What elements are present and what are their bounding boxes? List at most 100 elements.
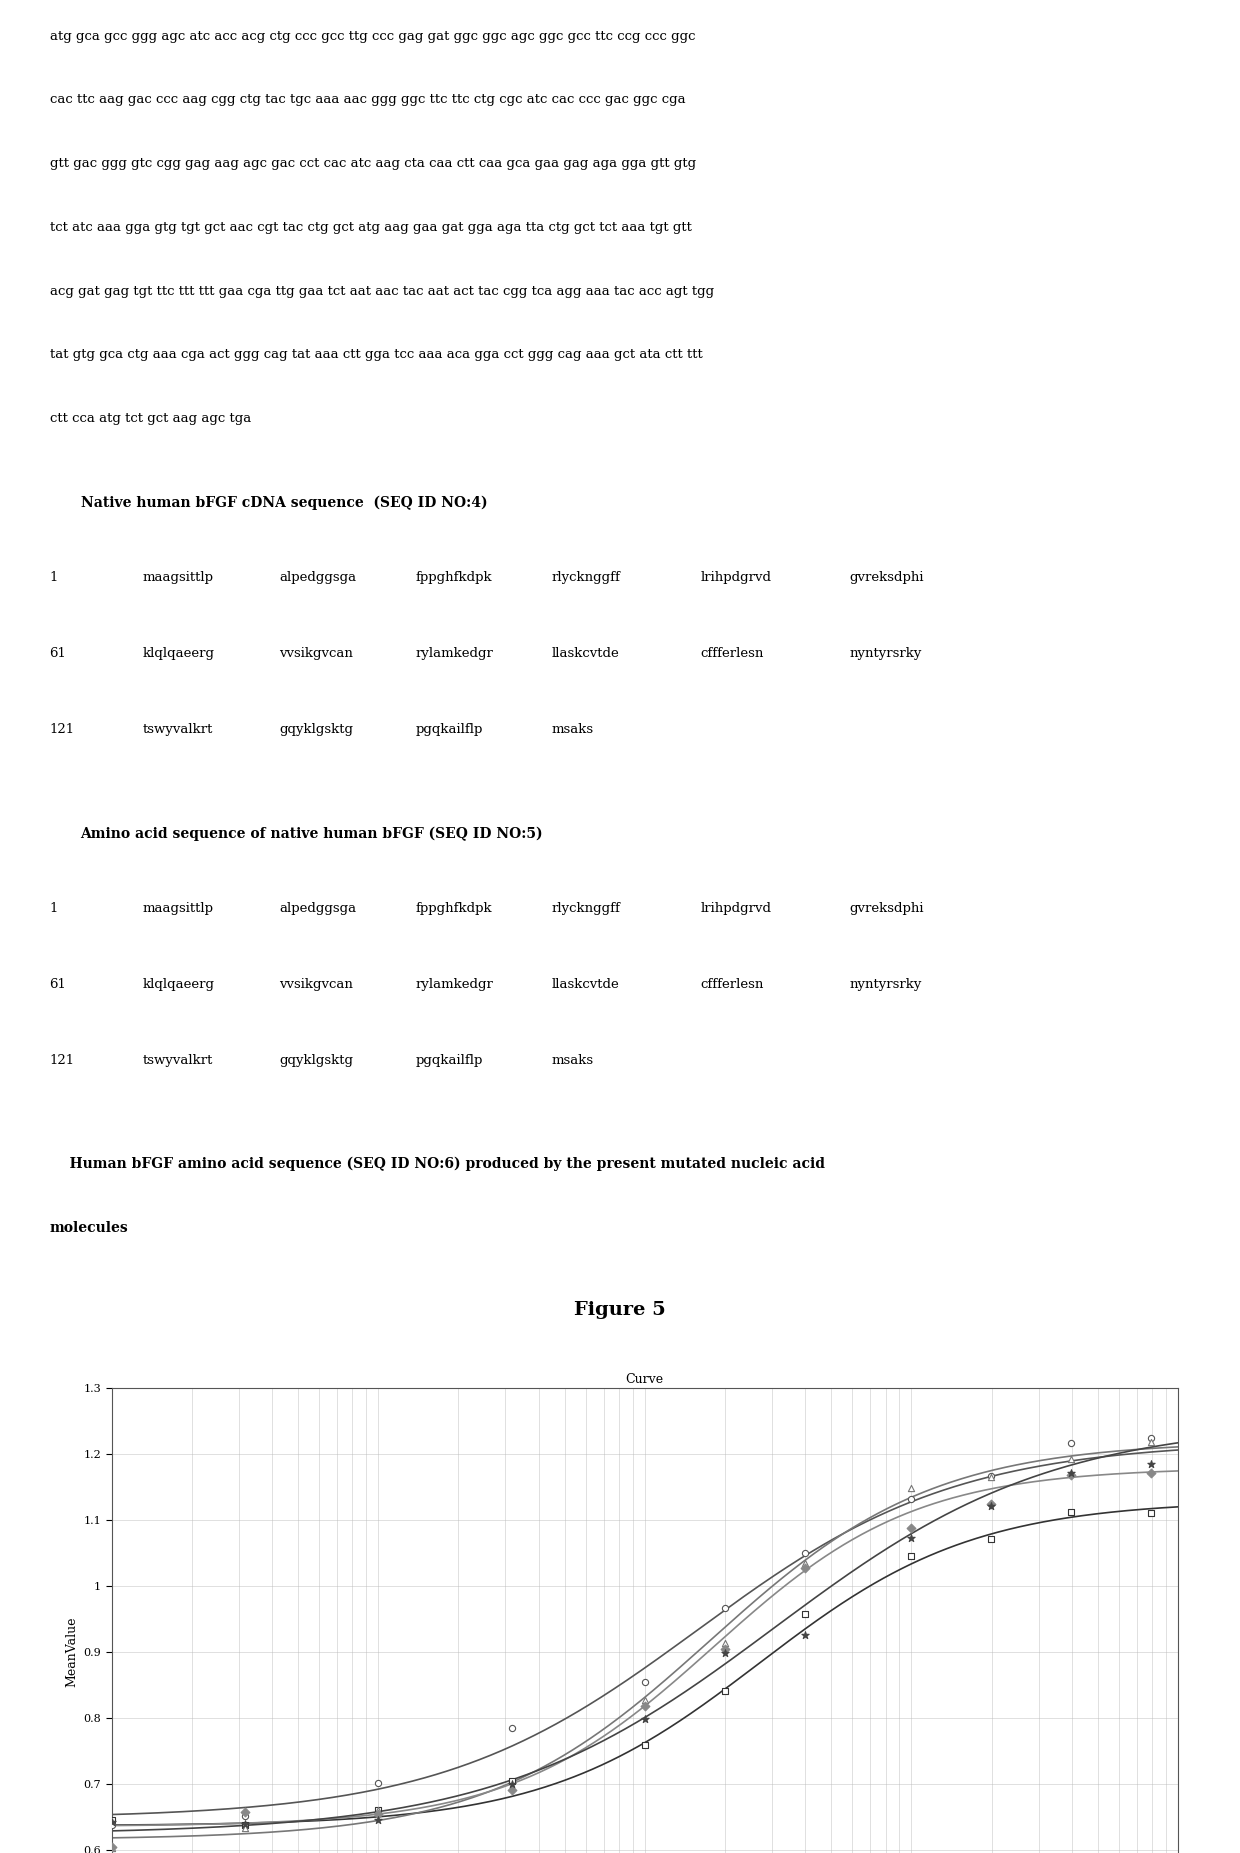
Point [1142,1499,1162,1529]
Point [901,1542,921,1571]
Point [1142,1449,1162,1479]
Text: llaskcvtde: llaskcvtde [552,978,620,991]
Text: 61: 61 [50,978,67,991]
Text: msaks: msaks [552,723,594,736]
Point [714,1594,734,1623]
Text: tct atc aaa gga gtg tgt gct aac cgt tac ctg gct atg aag gaa gat gga aga tta ctg : tct atc aaa gga gtg tgt gct aac cgt tac … [50,221,692,233]
Text: Human bFGF amino acid sequence (SEQ ID NO:6) produced by the present mutated nuc: Human bFGF amino acid sequence (SEQ ID N… [50,1156,825,1171]
Point [901,1473,921,1503]
Text: alpedggsga: alpedggsga [279,902,356,915]
Point [901,1484,921,1514]
Point [1142,1427,1162,1456]
Text: klqlqaeerg: klqlqaeerg [143,647,215,660]
Text: atg gca gcc ggg agc atc acc acg ctg ccc gcc ttg ccc gag gat ggc ggc agc ggc gcc : atg gca gcc ggg agc atc acc acg ctg ccc … [50,30,696,43]
Point [102,1805,122,1834]
Point [982,1488,1002,1518]
Point [635,1692,655,1721]
Text: gqyklgsktg: gqyklgsktg [279,723,353,736]
Text: rlycknggff: rlycknggff [552,902,621,915]
Text: tswyvalkrt: tswyvalkrt [143,723,213,736]
Text: msaks: msaks [552,1054,594,1067]
Text: llaskcvtde: llaskcvtde [552,647,620,660]
Text: tat gtg gca ctg aaa cga act ggg cag tat aaa ctt gga tcc aaa aca gga cct ggg cag : tat gtg gca ctg aaa cga act ggg cag tat … [50,348,702,361]
Text: cffferlesn: cffferlesn [701,647,764,660]
Point [102,1833,122,1853]
Point [236,1797,255,1827]
Point [982,1523,1002,1553]
Point [901,1523,921,1553]
Text: ctt cca atg tct gct aag agc tga: ctt cca atg tct gct aag agc tga [50,411,250,424]
Text: klqlqaeerg: klqlqaeerg [143,978,215,991]
Text: 1: 1 [50,902,58,915]
Text: vvsikgvcan: vvsikgvcan [279,647,353,660]
Point [795,1553,815,1582]
Point [982,1462,1002,1492]
Point [368,1768,388,1797]
Text: rlycknggff: rlycknggff [552,571,621,584]
Point [368,1799,388,1829]
Point [1061,1497,1081,1527]
Point [236,1801,255,1831]
Text: pgqkailflp: pgqkailflp [415,1054,482,1067]
Text: tswyvalkrt: tswyvalkrt [143,1054,213,1067]
Text: rylamkedgr: rylamkedgr [415,978,494,991]
Point [982,1462,1002,1492]
Text: acg gat gag tgt ttc ttt ttt gaa cga ttg gaa tct aat aac tac aat act tac cgg tca : acg gat gag tgt ttc ttt ttt gaa cga ttg … [50,285,714,298]
Point [635,1668,655,1697]
Point [236,1809,255,1838]
Text: gvreksdphi: gvreksdphi [849,571,924,584]
Point [102,1809,122,1838]
Point [1061,1460,1081,1490]
Point [236,1810,255,1840]
Point [501,1770,522,1799]
Point [795,1599,815,1629]
Point [982,1492,1002,1521]
Text: gqyklgsktg: gqyklgsktg [279,1054,353,1067]
Point [714,1629,734,1658]
Text: 121: 121 [50,723,74,736]
Point [714,1634,734,1664]
Text: gvreksdphi: gvreksdphi [849,902,924,915]
Text: cac ttc aag gac ccc aag cgg ctg tac tgc aaa aac ggg ggc ttc ttc ctg cgc atc cac : cac ttc aag gac ccc aag cgg ctg tac tgc … [50,93,686,106]
Text: fppghfkdpk: fppghfkdpk [415,571,492,584]
Point [714,1638,734,1668]
Point [635,1705,655,1734]
Point [795,1549,815,1579]
Text: 1: 1 [50,571,58,584]
Y-axis label: MeanValue: MeanValue [64,1618,78,1688]
Text: maagsittlp: maagsittlp [143,571,213,584]
Point [501,1714,522,1744]
Text: nyntyrsrky: nyntyrsrky [849,978,921,991]
Text: maagsittlp: maagsittlp [143,902,213,915]
Point [1061,1429,1081,1458]
Point [635,1684,655,1714]
Text: rylamkedgr: rylamkedgr [415,647,494,660]
Text: alpedggsga: alpedggsga [279,571,356,584]
Point [368,1805,388,1834]
Point [1142,1423,1162,1453]
Point [368,1796,388,1825]
Point [102,1810,122,1840]
Point [501,1773,522,1803]
Point [795,1621,815,1651]
Point [795,1538,815,1568]
Point [635,1731,655,1760]
Text: lrihpdgrvd: lrihpdgrvd [701,902,771,915]
Point [236,1812,255,1842]
Point [501,1766,522,1796]
Text: Figure 5: Figure 5 [574,1301,666,1319]
Point [501,1775,522,1805]
Text: vvsikgvcan: vvsikgvcan [279,978,353,991]
Text: pgqkailflp: pgqkailflp [415,723,482,736]
Text: gtt gac ggg gtc cgg gag aag agc gac cct cac atc aag cta caa ctt caa gca gaa gag : gtt gac ggg gtc cgg gag aag agc gac cct … [50,158,696,170]
Title: Curve: Curve [626,1373,663,1386]
Text: Amino acid sequence of native human bFGF (SEQ ID NO:5): Amino acid sequence of native human bFGF… [81,826,543,841]
Point [714,1677,734,1707]
Text: fppghfkdpk: fppghfkdpk [415,902,492,915]
Point [901,1514,921,1544]
Point [1061,1443,1081,1473]
Text: 121: 121 [50,1054,74,1067]
Point [1061,1458,1081,1488]
Text: nyntyrsrky: nyntyrsrky [849,647,921,660]
Point [368,1796,388,1825]
